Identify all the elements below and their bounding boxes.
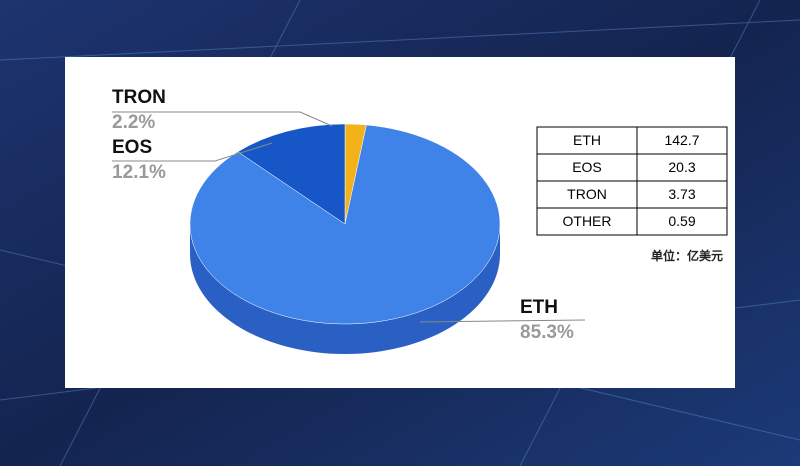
slice-label: ETH bbox=[520, 297, 558, 318]
slice-value-label: 12.1% bbox=[112, 162, 166, 183]
table-cell: OTHER bbox=[563, 213, 612, 229]
pie: TRON 2.2% ETH 85.3% EOS 12.1% bbox=[112, 87, 586, 354]
table-cell: 0.59 bbox=[668, 213, 695, 229]
unit-note: 单位：亿美元 bbox=[651, 248, 723, 263]
table: ETH 142.7 EOS 20.3 TRON 3.73 OTHER 0.59 bbox=[536, 126, 728, 236]
pie-slice bbox=[237, 123, 346, 225]
pie-slice bbox=[189, 124, 501, 325]
table-row bbox=[536, 207, 728, 236]
slice-label: TRON bbox=[112, 87, 166, 108]
table-cell: EOS bbox=[572, 159, 602, 175]
table-cell: 142.7 bbox=[664, 132, 699, 148]
table-cell: 3.73 bbox=[668, 186, 695, 202]
slice-label: EOS bbox=[112, 137, 152, 158]
leader-line bbox=[419, 319, 586, 323]
table-row bbox=[536, 180, 728, 209]
table-cell: TRON bbox=[567, 186, 607, 202]
leader-line bbox=[112, 111, 333, 127]
table-row bbox=[536, 153, 728, 182]
leader-line bbox=[112, 142, 273, 162]
table-row bbox=[536, 126, 728, 155]
slice-value-label: 2.2% bbox=[112, 112, 155, 133]
slice-value-label: 85.3% bbox=[520, 322, 574, 343]
table-cell: ETH bbox=[573, 132, 601, 148]
table-cell: 20.3 bbox=[668, 159, 695, 175]
